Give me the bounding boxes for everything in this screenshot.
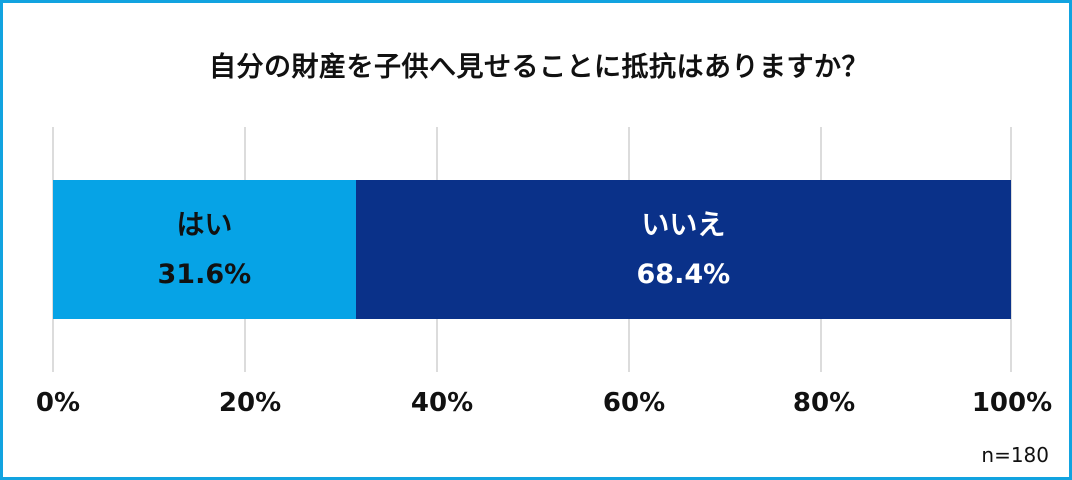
x-tick-0: 0% [35,388,81,418]
x-tick-40: 40% [410,388,474,418]
bar-segment-no: いいえ 68.4% [355,180,1011,319]
x-tick-20: 20% [218,388,282,418]
segment-label-no: いいえ [641,208,726,241]
stacked-bar: はい 31.6% いいえ 68.4% [53,180,1011,319]
chart-title: 自分の財産を子供へ見せることに抵抗はありますか？ [209,52,869,83]
x-tick-100: 100% [971,388,1053,418]
segment-value-no: 68.4% [636,259,731,290]
x-tick-80: 80% [792,388,856,418]
x-tick-60: 60% [602,388,666,418]
plot-area: はい 31.6% いいえ 68.4% [52,127,1012,372]
bar-segment-yes: はい 31.6% [53,180,356,319]
segment-label-yes: はい [176,208,233,241]
sample-size-note: n=180 [981,443,1049,467]
gridline-100 [1010,127,1012,372]
segment-value-yes: 31.6% [157,259,252,290]
